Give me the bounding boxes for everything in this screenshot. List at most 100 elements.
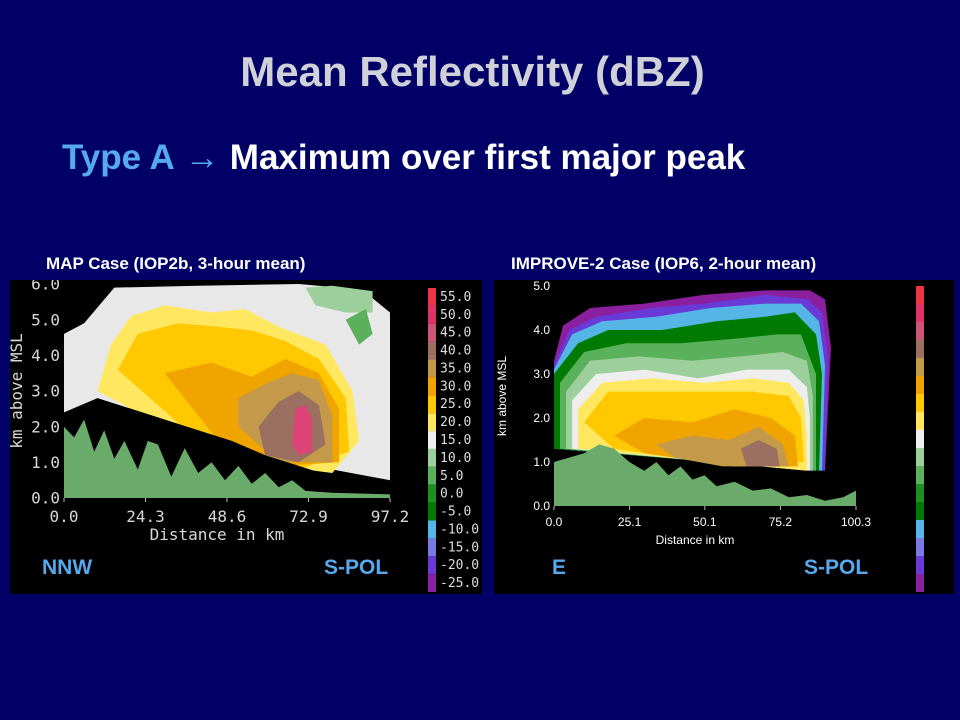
- direction-right-spol: S-POL: [804, 556, 869, 579]
- colorbar-swatch-13: [916, 520, 924, 538]
- colorbar-swatch-15: [916, 556, 924, 574]
- x-tick-label-3: 72.9: [289, 507, 328, 526]
- colorbar-swatch-13: [428, 520, 436, 539]
- colorbar-swatch-16: [428, 574, 436, 592]
- x-tick-label-4: 100.3: [841, 515, 871, 529]
- colorbar-label-15: -20.0: [440, 558, 479, 573]
- x-tick-label-4: 97.2: [371, 507, 410, 526]
- map-case-panel: 0.0 24.3 48.6 72.9 97.2 0.0 1.0 2.0 3.0 4.0 5.0 6.0…: [10, 280, 482, 594]
- colorbar-label-3: 25.0: [928, 345, 948, 356]
- colorbar-swatch-6: [916, 394, 924, 412]
- colorbar-label-13: 5.0: [928, 525, 942, 536]
- colorbar-swatch-14: [916, 538, 924, 556]
- colorbar-swatch-15: [428, 556, 436, 575]
- x-tick-label-1: 24.3: [126, 507, 165, 526]
- colorbar-swatch-9: [916, 448, 924, 466]
- colorbar-label-9: 10.0: [440, 451, 471, 466]
- colorbar-label-15: 1.0: [928, 561, 942, 572]
- colorbar-swatch-2: [428, 323, 436, 342]
- colorbar-label-5: 30.0: [440, 379, 471, 394]
- y-tick-label-5: 5.0: [31, 310, 60, 329]
- y-tick-label-1: 1.0: [31, 453, 60, 472]
- reflectivity-contour-1: [305, 285, 373, 313]
- x-tick-label-3: 75.2: [769, 515, 793, 529]
- right-arrow-icon: →: [184, 138, 220, 177]
- colorbar-swatch-5: [916, 376, 924, 394]
- colorbar-label-0: 55.0: [440, 290, 471, 305]
- colorbar-swatch-10: [428, 466, 436, 485]
- colorbar-swatch-8: [916, 430, 924, 448]
- colorbar-label-2: 45.0: [440, 326, 471, 341]
- colorbar-swatch-14: [428, 538, 436, 557]
- colorbar-label-4: 35.0: [440, 361, 471, 376]
- colorbar-label-1: 29.0: [928, 309, 948, 320]
- x-tick-label-2: 48.6: [208, 507, 247, 526]
- colorbar-label-4: 23.0: [928, 363, 948, 374]
- colorbar-label-8: 15.0: [928, 435, 948, 446]
- colorbar-label-8: 15.0: [440, 433, 471, 448]
- colorbar-label-16: -1.0: [928, 579, 946, 590]
- colorbar-swatch-1: [428, 305, 436, 324]
- panel-title-map: MAP Case (IOP2b, 3-hour mean): [46, 254, 306, 273]
- slide-title: Mean Reflectivity (dBZ): [240, 48, 705, 95]
- reflectivity-contour-2: [345, 309, 373, 345]
- x-tick-label-2: 50.1: [693, 515, 717, 529]
- colorbar-swatch-2: [916, 322, 924, 340]
- colorbar-swatch-3: [428, 341, 436, 360]
- x-axis-label: Distance in km: [150, 525, 285, 544]
- colorbar-label-16: -25.0: [440, 576, 479, 591]
- colorbar-swatch-1: [916, 304, 924, 322]
- colorbar-label-7: 17.0: [928, 417, 948, 428]
- colorbar-swatch-12: [428, 502, 436, 521]
- y-tick-label-0: 0.0: [533, 499, 550, 513]
- y-tick-label-0: 0.0: [31, 489, 60, 508]
- colorbar-label-10: 11.0: [928, 471, 947, 482]
- colorbar-label-6: 25.0: [440, 397, 471, 412]
- colorbar-label-1: 50.0: [440, 308, 471, 323]
- colorbar-swatch-4: [916, 358, 924, 376]
- colorbar-swatch-0: [428, 288, 436, 306]
- y-tick-label-2: 2.0: [533, 411, 550, 425]
- slide-subtitle: Type A → Maximum over first major peak: [62, 138, 745, 178]
- reflectivity-contour-11: [740, 440, 780, 467]
- colorbar-label-12: 7.0: [928, 507, 942, 518]
- colorbar-swatch-7: [428, 413, 436, 432]
- colorbar-swatch-11: [916, 484, 924, 502]
- colorbar-swatch-10: [916, 466, 924, 484]
- subtitle-type-label: Type A: [62, 138, 175, 177]
- y-tick-label-3: 3.0: [31, 382, 60, 401]
- colorbar-label-3: 40.0: [440, 344, 471, 359]
- colorbar-swatch-8: [428, 431, 436, 449]
- colorbar-label-11: 0.0: [440, 487, 463, 502]
- reflectivity-field: [554, 290, 856, 506]
- y-axis-label: km above MSL: [10, 333, 26, 449]
- y-tick-label-2: 2.0: [31, 417, 60, 436]
- colorbar-label-14: -15.0: [440, 540, 479, 555]
- colorbar-swatch-5: [428, 377, 436, 396]
- colorbar-label-12: -5.0: [440, 505, 471, 520]
- colorbar-swatch-4: [428, 359, 436, 378]
- colorbar-swatch-0: [916, 286, 924, 304]
- direction-right-spol: S-POL: [324, 556, 389, 579]
- terrain-profile: [554, 444, 856, 506]
- colorbar-swatch-6: [428, 395, 436, 414]
- colorbar-label-11: 9.0: [928, 489, 942, 500]
- subtitle-text: Maximum over first major peak: [229, 138, 746, 177]
- colorbar-label-13: -10.0: [440, 522, 479, 537]
- terrain-profile: [64, 419, 390, 498]
- y-axis-label: km above MSL: [495, 356, 509, 436]
- y-tick-label-3: 3.0: [533, 367, 550, 381]
- y-tick-label-5: 5.0: [533, 280, 550, 293]
- x-tick-label-1: 25.1: [618, 515, 642, 529]
- direction-left-e: E: [552, 556, 567, 579]
- colorbar-swatch-16: [916, 574, 924, 592]
- y-tick-label-6: 6.0: [31, 280, 60, 294]
- x-tick-label-0: 0.0: [546, 515, 563, 529]
- colorbar-swatch-11: [428, 484, 436, 503]
- direction-left-nnw: NNW: [42, 556, 93, 579]
- colorbar-label-0: 31.0: [928, 291, 948, 302]
- y-tick-label-1: 1.0: [533, 455, 550, 469]
- colorbar-label-9: 13.0: [928, 453, 948, 464]
- colorbar-label-5: 21.0: [928, 381, 948, 392]
- map-case-chart: 0.0 24.3 48.6 72.9 97.2 0.0 1.0 2.0 3.0 4.0 5.0 6.0…: [10, 280, 479, 592]
